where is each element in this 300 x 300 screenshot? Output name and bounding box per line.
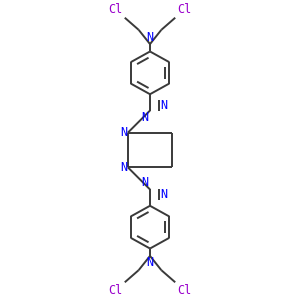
Text: N: N [141,111,148,124]
Text: N: N [161,99,168,112]
Text: N: N [146,31,154,44]
Text: N: N [141,176,148,189]
Text: Cl: Cl [178,284,192,297]
Text: Cl: Cl [108,3,122,16]
Text: N: N [146,256,154,269]
Text: N: N [161,188,168,201]
Text: Cl: Cl [178,3,192,16]
Text: N: N [121,126,128,139]
Text: N: N [121,161,128,174]
Text: Cl: Cl [108,284,122,297]
